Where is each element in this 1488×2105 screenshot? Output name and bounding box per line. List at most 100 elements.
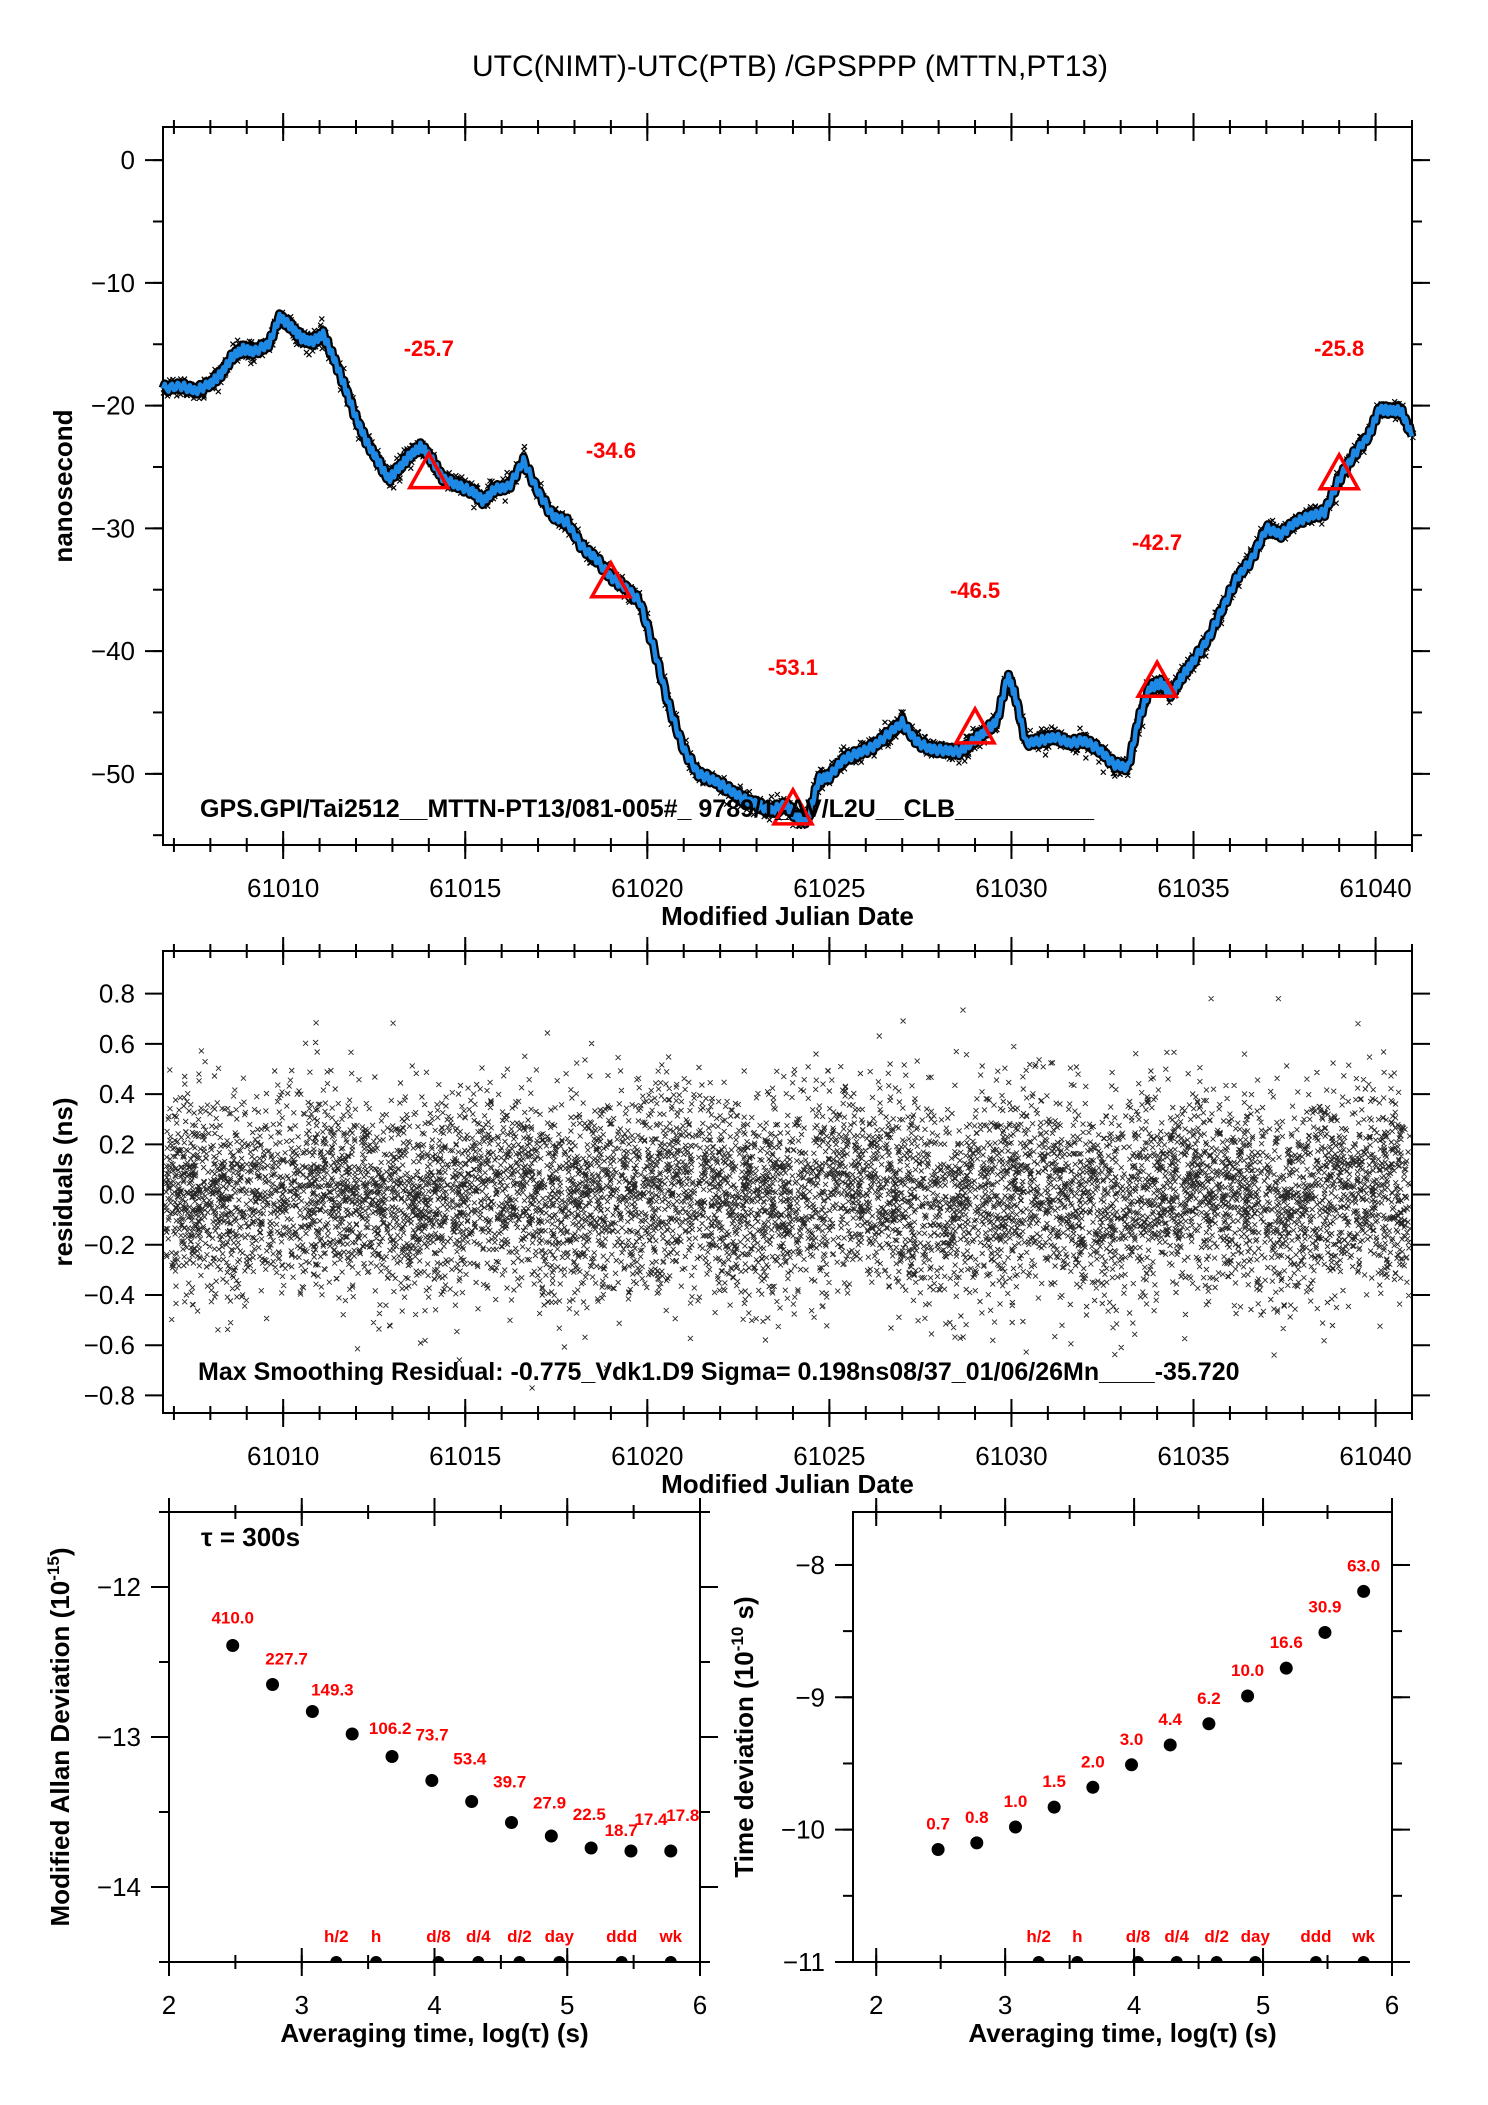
- tdev-plot-frame: [852, 1511, 1393, 1963]
- mdev-ytick-label: −14: [97, 1872, 141, 1902]
- mdev-time-marker-dot: [432, 1956, 445, 1962]
- res-ytick-label: −0.2: [84, 1230, 135, 1260]
- residuals-panel: 61010 61015 61020 61025 61030 61035 61040 0.8 0.…: [48, 937, 1430, 1499]
- tdev-y-axis-label: Time deviation (10-10 s): [728, 1596, 759, 1877]
- mdev-point-label: 106.2: [369, 1719, 412, 1738]
- tdev-point: [1318, 1625, 1332, 1639]
- ts-marker-label: -25.8: [1314, 336, 1364, 361]
- tdev-point: [1125, 1758, 1139, 1772]
- ts-ytick-label: 0: [121, 145, 135, 175]
- tdev-time-marker-dot: [1032, 1956, 1045, 1962]
- ts-smooth-line-outline: [158, 309, 1417, 829]
- mdev-y-axis-label-end: ): [45, 1548, 75, 1557]
- mdev-point: [266, 1678, 280, 1691]
- tdev-y-axis-label-text: Time deviation (10: [729, 1651, 759, 1877]
- mdev-y-axis-label: Modified Allan Deviation (10-15): [44, 1548, 75, 1927]
- mdev-point-label: 227.7: [265, 1650, 308, 1669]
- mdev-time-marker-label: d/4: [466, 1927, 491, 1946]
- tdev-point: [1357, 1584, 1371, 1598]
- mdev-y-axis-label-exponent: -15: [44, 1556, 63, 1581]
- res-ytick-label: 0.4: [99, 1079, 135, 1109]
- mdev-point-label: 39.7: [493, 1773, 526, 1792]
- mdev-time-marker-dot: [472, 1956, 485, 1962]
- tdev-time-marker-dot: [1210, 1956, 1223, 1962]
- mdev-point: [425, 1774, 439, 1787]
- mdev-time-marker-dot: [513, 1956, 526, 1962]
- tdev-point-label: 16.6: [1270, 1633, 1303, 1652]
- ts-marker-label: -46.5: [950, 578, 1000, 603]
- mdev-time-marker-dot: [615, 1956, 628, 1962]
- mdev-point: [544, 1829, 558, 1843]
- ts-ytick-label: −50: [91, 759, 135, 789]
- ts-marker-triangle: [770, 786, 815, 826]
- mdev-ytick-label: −13: [97, 1722, 141, 1752]
- tdev-xtick-label: 6: [1385, 1990, 1399, 2020]
- tdev-time-marker-dot: [1071, 1956, 1084, 1962]
- mdev-xtick-label: 2: [162, 1990, 176, 2020]
- tdev-point: [1008, 1820, 1022, 1834]
- ts-xtick-label: 61015: [429, 873, 501, 903]
- tdev-time-marker-label: day: [1241, 1927, 1271, 1946]
- mdev-y-axis-label-text: Modified Allan Deviation (10: [45, 1581, 75, 1927]
- tdev-xtick-label: 4: [1127, 1990, 1141, 2020]
- res-ytick-label: −0.4: [84, 1280, 135, 1310]
- res-y-axis-label: residuals (ns): [48, 1097, 78, 1266]
- mdev-point: [584, 1841, 598, 1855]
- mdev-point: [385, 1750, 399, 1763]
- mdev-time-marker-label: d/2: [507, 1927, 532, 1946]
- mdev-time-marker-dot: [330, 1956, 343, 1962]
- ts-ytick-label: −40: [91, 636, 135, 666]
- tdev-time-marker-dot: [1170, 1956, 1183, 1962]
- mdev-point-label: 17.4: [634, 1810, 668, 1829]
- res-xtick-label: 61030: [975, 1441, 1047, 1471]
- res-xtick-label: 61010: [247, 1441, 319, 1471]
- mdev-point: [305, 1705, 319, 1718]
- tdev-y-axis-label-end: s): [729, 1596, 759, 1626]
- res-ytick-label: 0.2: [99, 1129, 135, 1159]
- res-y-axis-label-text: residuals (ns): [48, 1097, 78, 1266]
- mdev-time-marker-label: h: [371, 1927, 381, 1946]
- res-xtick-label: 61015: [429, 1441, 501, 1471]
- mdev-point: [504, 1816, 518, 1829]
- tdev-time-marker-label: d/8: [1126, 1927, 1151, 1946]
- mdev-xtick-label: 4: [427, 1990, 441, 2020]
- ts-marker-label: -53.1: [768, 655, 818, 680]
- mdev-point-label: 410.0: [211, 1609, 254, 1628]
- res-xtick-label: 61040: [1339, 1441, 1411, 1471]
- ts-annotation: GPS.GPI/Tai2512__MTTN-PT13/081-005#_ 978…: [200, 795, 1095, 823]
- tdev-point: [1047, 1800, 1061, 1814]
- ts-ytick-label: −10: [91, 268, 135, 298]
- mdev-xtick-label: 5: [560, 1990, 574, 2020]
- tdev-point-label: 6.2: [1197, 1689, 1221, 1708]
- tdev-point-label: 63.0: [1347, 1556, 1380, 1575]
- tdev-y-axis-label-exponent: -10: [728, 1627, 747, 1652]
- time-series-panel: 61010 61015 61020 61025 61030 61035 61040 0 −10 −…: [48, 113, 1430, 931]
- res-ytick-label: 0.8: [99, 979, 135, 1009]
- ts-marker-triangle: [1317, 451, 1362, 491]
- mdev-time-marker-label: h/2: [324, 1927, 349, 1946]
- mdev-time-marker-dot: [553, 1956, 566, 1962]
- tdev-time-marker-dot: [1249, 1956, 1262, 1962]
- mdev-point: [664, 1844, 678, 1858]
- res-ytick-label: 0.0: [99, 1180, 135, 1210]
- tdev-time-marker-dot: [1357, 1956, 1370, 1962]
- tdev-time-marker-label: wk: [1351, 1927, 1375, 1946]
- res-xtick-label: 61035: [1157, 1441, 1229, 1471]
- tdev-ytick-label: −11: [783, 1947, 825, 1977]
- mdev-point: [345, 1727, 359, 1741]
- res-annotation: Max Smoothing Residual: -0.775_Vdk1.D9 S…: [198, 1358, 1240, 1386]
- tdev-point-label: 1.5: [1042, 1772, 1066, 1791]
- ts-x-axis-label: Modified Julian Date: [661, 901, 914, 931]
- tdev-point: [931, 1843, 945, 1856]
- tdev-point-label: 1.0: [1004, 1792, 1028, 1811]
- mdev-xtick-label: 6: [693, 1990, 707, 2020]
- mdev-point-label: 149.3: [311, 1681, 354, 1700]
- mdev-time-marker-label: ddd: [606, 1927, 637, 1946]
- time-deviation-panel: 2 3 4 5 6 −8 −9 −10 −11 Averaging time, log(τ) (s…: [728, 1498, 1410, 2048]
- ts-marker-triangle: [1135, 658, 1180, 698]
- tdev-point: [1086, 1780, 1100, 1794]
- tdev-point-label: 2.0: [1081, 1752, 1105, 1771]
- ts-xtick-label: 61030: [975, 873, 1047, 903]
- tdev-point: [1163, 1738, 1177, 1752]
- tdev-xtick-label: 3: [998, 1990, 1012, 2020]
